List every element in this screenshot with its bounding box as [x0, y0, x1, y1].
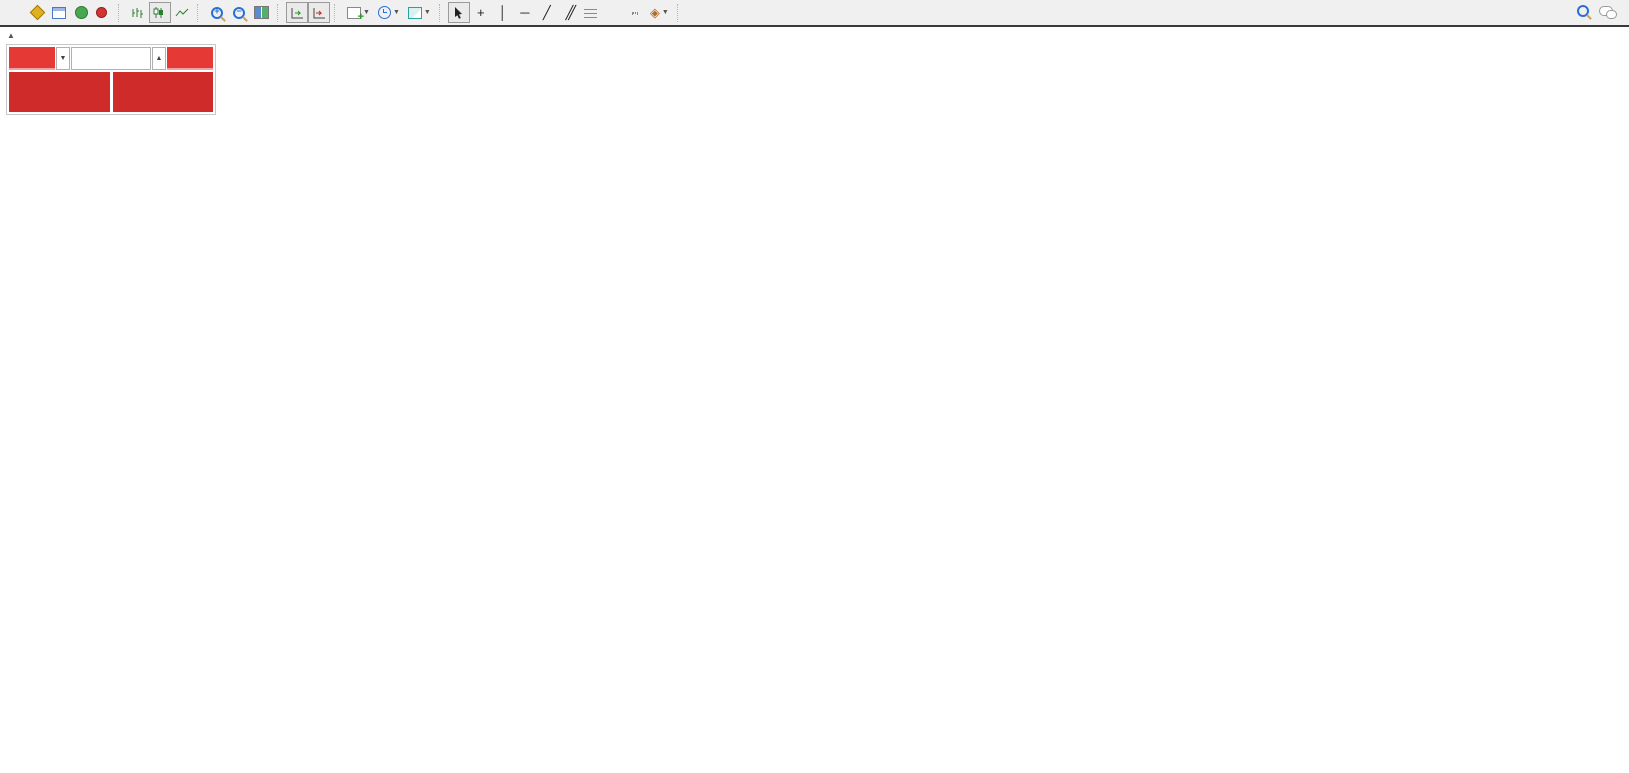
trendline-icon[interactable]: ╱ — [542, 5, 551, 20]
zoom-out-icon[interactable]: − — [228, 2, 250, 23]
template-icon — [407, 6, 422, 19]
autotrading-status-icon — [96, 7, 107, 18]
toolbar-separator — [334, 3, 339, 22]
shapes-icon: ◈ — [649, 5, 660, 20]
toolbar-right-group — [1577, 5, 1617, 20]
navigator-icon[interactable] — [48, 2, 70, 23]
new-order-button[interactable] — [4, 2, 26, 23]
shapes-button[interactable]: ◈ ▼ — [646, 2, 673, 23]
data-window-icon[interactable] — [70, 2, 92, 23]
text-label-icon[interactable] — [624, 2, 646, 23]
channel-icon[interactable]: ╱╱ — [565, 5, 575, 20]
clock-icon — [377, 6, 391, 19]
line-chart-icon[interactable] — [171, 2, 193, 23]
sell-price-quote[interactable] — [9, 72, 110, 112]
chevron-down-icon: ▼ — [392, 9, 400, 16]
buy-button[interactable] — [167, 47, 213, 70]
volume-decrease-button[interactable]: ▼ — [56, 47, 70, 70]
chart-title-row: ▲ — [7, 31, 25, 40]
templates-button[interactable]: ▼ — [404, 2, 435, 23]
toolbar-separator — [197, 3, 202, 22]
periods-button[interactable]: ▼ — [374, 2, 404, 23]
zoom-in-icon[interactable]: + — [206, 2, 228, 23]
search-icon[interactable] — [1577, 5, 1589, 20]
sell-button[interactable] — [9, 47, 55, 70]
toolbar: + − ▼ ▼ ▼ + │ ─ ╱ ╱╱ ◈▼ — [0, 0, 1629, 27]
volume-input[interactable] — [71, 47, 151, 70]
cursor-icon[interactable] — [447, 2, 470, 23]
toolbar-separator — [676, 3, 682, 22]
market-watch-icon[interactable] — [26, 2, 48, 23]
text-tool-icon[interactable] — [602, 2, 624, 23]
buy-price-quote[interactable] — [112, 72, 213, 112]
chevron-down-icon: ▼ — [661, 9, 669, 16]
candlestick-chart-icon[interactable] — [149, 2, 171, 23]
toolbar-separator — [277, 3, 282, 22]
fibonacci-icon[interactable] — [580, 2, 602, 23]
volume-increase-button[interactable]: ▲ — [152, 47, 166, 70]
chart-shift-icon[interactable] — [308, 2, 330, 23]
tile-windows-icon[interactable] — [250, 2, 273, 23]
collapse-panel-icon[interactable]: ▲ — [7, 31, 15, 40]
horizontal-line-icon[interactable]: ─ — [520, 5, 530, 20]
chevron-down-icon: ▼ — [363, 9, 370, 16]
annotation-marker-box — [1332, 138, 1352, 148]
autotrading-button[interactable] — [92, 2, 114, 23]
vertical-line-icon[interactable]: │ — [498, 5, 507, 20]
auto-scroll-icon[interactable] — [286, 2, 308, 23]
chat-icon[interactable] — [1599, 6, 1617, 19]
bar-chart-icon[interactable] — [127, 2, 149, 23]
toolbar-separator — [438, 3, 444, 22]
indicators-button[interactable]: ▼ — [343, 2, 374, 23]
chevron-down-icon: ▼ — [423, 9, 431, 16]
crosshair-icon[interactable]: + — [477, 5, 485, 20]
toolbar-separator — [118, 3, 123, 22]
indicators-icon — [347, 6, 364, 23]
one-click-trade-panel: ▼ ▲ — [6, 44, 216, 115]
